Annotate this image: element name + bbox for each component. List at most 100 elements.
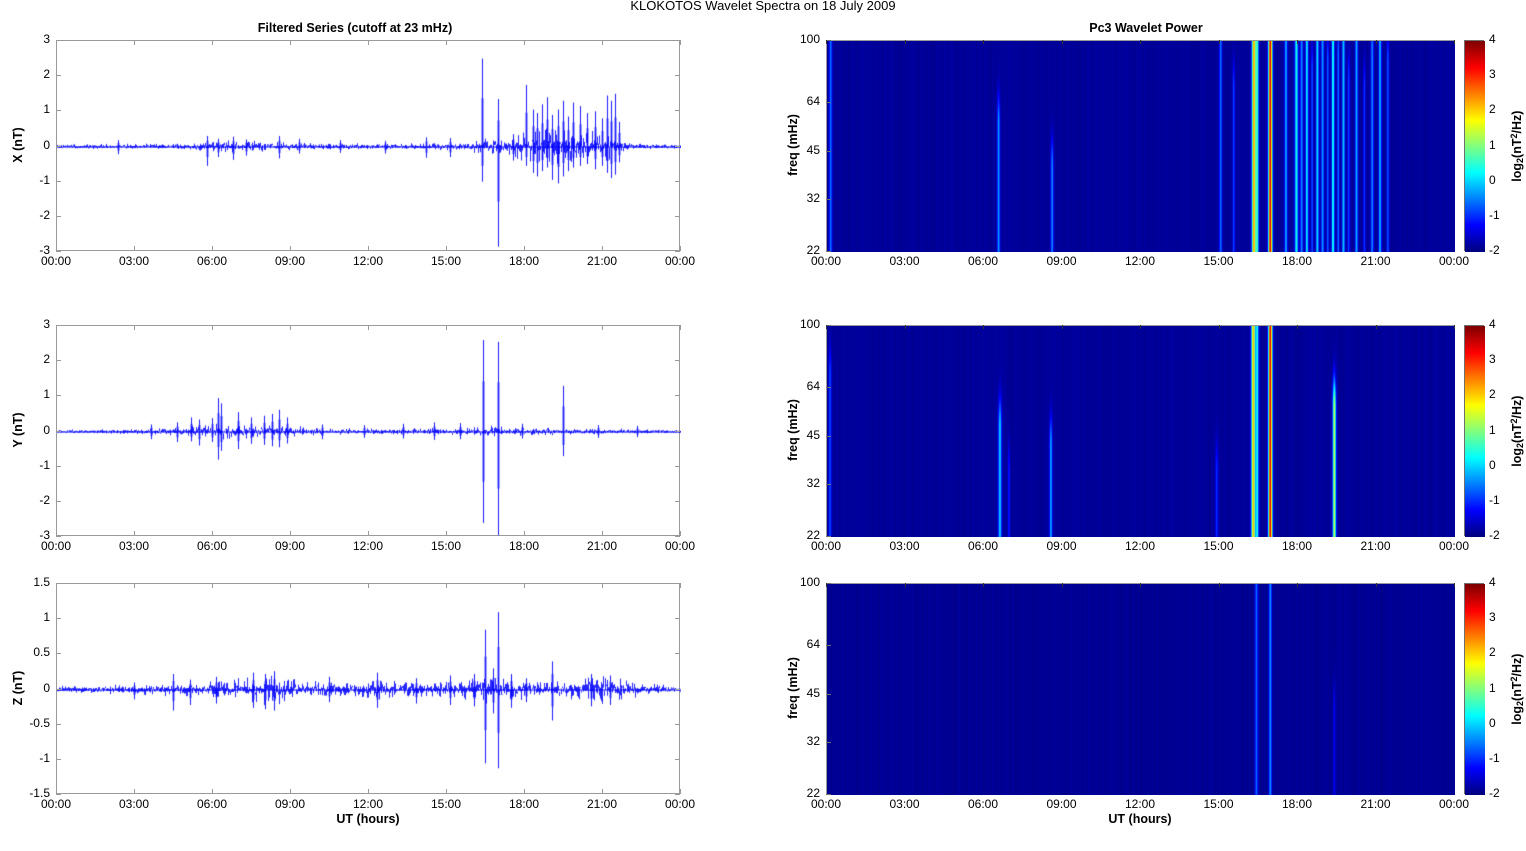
- colorbar-tick-label: 2: [1489, 387, 1496, 402]
- axes-x-filtered-series: [56, 40, 681, 252]
- colorbar-tick-label: 3: [1489, 67, 1496, 82]
- x-tick-label: 09:00: [1046, 797, 1077, 811]
- axes-z-filtered-series: [56, 583, 681, 795]
- colorbar-x: [1464, 40, 1485, 252]
- x-tick-label: 21:00: [1360, 539, 1391, 553]
- axes-z-wavelet-power: [826, 583, 1455, 795]
- x-tick-label: 21:00: [586, 539, 618, 553]
- x-tick-label: 12:00: [1124, 539, 1156, 553]
- y-series-plot: [57, 326, 681, 537]
- y-tick-mark: [56, 360, 61, 362]
- x-tick-mark: [904, 40, 906, 44]
- x-tick-label: 09:00: [274, 254, 306, 268]
- x-tick-label: 12:00: [352, 797, 384, 811]
- freq-tick-mark: [826, 325, 831, 326]
- x-tick-mark: [1454, 325, 1455, 329]
- x-tick-mark: [524, 325, 525, 330]
- y-tick-mark: [56, 465, 61, 467]
- freq-tick-mark: [826, 387, 831, 389]
- axes-y-wavelet-power: [826, 325, 1455, 537]
- x-tick-mark: [1061, 40, 1063, 44]
- x-tick-label: 06:00: [967, 254, 999, 268]
- x-tick-mark: [680, 40, 681, 45]
- x-tick-label: 03:00: [118, 539, 150, 553]
- x-tick-mark: [134, 531, 135, 536]
- x-tick-mark: [524, 583, 525, 588]
- y-tick-mark: [675, 325, 680, 326]
- x-tick-label: 03:00: [118, 797, 150, 811]
- colorbar-label-z: log2(nT2/Hz): [1509, 624, 1525, 754]
- x-tick-label: 09:00: [274, 539, 306, 553]
- x-tick-mark: [680, 583, 681, 588]
- x-tick-label: 12:00: [1124, 254, 1156, 268]
- y-tick-mark: [675, 500, 680, 502]
- x-tick-mark: [524, 246, 525, 251]
- freq-tick-label: 45: [806, 143, 820, 158]
- y-tick-mark: [675, 430, 680, 432]
- y-tick-mark: [675, 110, 680, 112]
- x-tick-label: 06:00: [967, 539, 999, 553]
- colorbar-tick-label: 1: [1489, 422, 1496, 437]
- x-tick-mark: [134, 325, 135, 330]
- colorbar-tick-label: 1: [1489, 137, 1496, 152]
- y-tick-mark: [56, 536, 61, 537]
- x-tick-label: 00:00: [40, 539, 72, 553]
- freq-tick-label: 32: [806, 733, 820, 748]
- freq-tick-label: 22: [806, 243, 820, 257]
- colorbar-tick-label: -1: [1489, 207, 1500, 222]
- freq-tick-label: 22: [806, 786, 820, 800]
- colorbar-label-text: log2(nT2/Hz): [1508, 653, 1526, 725]
- x-tick-mark: [290, 531, 291, 536]
- x-tick-mark: [602, 531, 603, 536]
- colorbar-tick-label: 2: [1489, 645, 1496, 660]
- x-tick-label: 06:00: [196, 797, 228, 811]
- freq-tick-label: 45: [806, 686, 820, 701]
- x-tick-mark: [1061, 325, 1063, 329]
- x-tick-mark: [1454, 40, 1455, 44]
- x-tick-label: 15:00: [1203, 254, 1234, 268]
- x-tick-mark: [1375, 325, 1377, 329]
- x-tick-label: 00:00: [1438, 539, 1470, 553]
- x-axis-label-right: UT (hours): [1108, 812, 1172, 826]
- y-tick-mark: [56, 688, 61, 690]
- freq-tick-label: 45: [806, 428, 820, 443]
- y-tick-mark: [675, 794, 680, 795]
- x-tick-mark: [56, 583, 57, 588]
- x-tick-mark: [368, 789, 369, 794]
- y-tick-mark: [675, 653, 680, 655]
- x-tick-mark: [212, 531, 213, 536]
- x-tick-mark: [134, 40, 135, 45]
- y-tick-label: -2: [39, 492, 50, 507]
- y-tick-mark: [675, 215, 680, 217]
- y-tick-label: 2: [43, 67, 50, 82]
- y-tick-mark: [56, 251, 61, 252]
- x-tick-mark: [290, 40, 291, 45]
- x-tick-label: 06:00: [196, 539, 228, 553]
- y-tick-mark: [675, 40, 680, 41]
- x-tick-label: 21:00: [586, 254, 618, 268]
- y-tick-label: -1.5: [29, 786, 50, 800]
- x-tick-mark: [680, 531, 681, 536]
- x-series-plot: [57, 41, 681, 252]
- y-tick-label: 1: [43, 387, 50, 402]
- x-tick-label: 21:00: [1360, 797, 1391, 811]
- y-tick-label: 1: [43, 102, 50, 117]
- x-tick-mark: [1140, 583, 1141, 587]
- x-tick-mark: [446, 583, 447, 588]
- x-tick-mark: [1454, 583, 1455, 587]
- freq-tick-label: 100: [799, 575, 820, 589]
- x-tick-mark: [56, 325, 57, 330]
- y-tick-mark: [675, 723, 680, 725]
- y-tick-mark: [675, 75, 680, 77]
- x-tick-mark: [134, 789, 135, 794]
- x-tick-mark: [680, 246, 681, 251]
- x-tick-label: 00:00: [1438, 254, 1470, 268]
- x-tick-mark: [904, 325, 906, 329]
- colorbar-tick-label: 0: [1489, 172, 1496, 187]
- x-tick-mark: [290, 789, 291, 794]
- y-tick-label: 0: [43, 422, 50, 437]
- freq-tick-mark: [826, 251, 831, 252]
- y-tick-mark: [675, 688, 680, 690]
- x-tick-mark: [1297, 40, 1298, 44]
- colorbar-tick-label: -2: [1489, 786, 1500, 800]
